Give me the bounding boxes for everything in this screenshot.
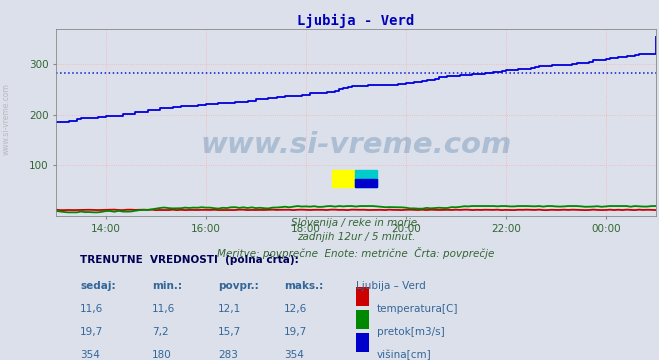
Bar	[356, 287, 369, 306]
Text: 7,2: 7,2	[152, 327, 169, 337]
Bar	[355, 170, 378, 187]
Text: Slovenija / reke in morje.: Slovenija / reke in morje.	[291, 218, 420, 228]
Text: višina[cm]: višina[cm]	[377, 350, 432, 360]
Text: 180: 180	[152, 350, 172, 360]
Text: pretok[m3/s]: pretok[m3/s]	[377, 327, 445, 337]
Bar	[355, 179, 378, 187]
Text: Meritve: povprečne  Enote: metrične  Črta: povprečje: Meritve: povprečne Enote: metrične Črta:…	[217, 247, 494, 259]
Text: 11,6: 11,6	[80, 304, 103, 314]
Text: 15,7: 15,7	[218, 327, 241, 337]
Text: min.:: min.:	[152, 280, 182, 291]
Text: www.si-vreme.com: www.si-vreme.com	[200, 131, 511, 159]
Text: povpr.:: povpr.:	[218, 280, 259, 291]
Text: 283: 283	[218, 350, 238, 360]
Bar	[356, 310, 369, 329]
Text: TRENUTNE  VREDNOSTI  (polna črta):: TRENUTNE VREDNOSTI (polna črta):	[80, 254, 299, 265]
Text: 11,6: 11,6	[152, 304, 175, 314]
Text: 354: 354	[80, 350, 100, 360]
Bar	[356, 333, 369, 352]
Title: Ljubija - Verd: Ljubija - Verd	[297, 13, 415, 28]
Text: 12,6: 12,6	[284, 304, 307, 314]
Text: 19,7: 19,7	[80, 327, 103, 337]
Text: www.si-vreme.com: www.si-vreme.com	[2, 83, 11, 155]
Text: maks.:: maks.:	[284, 280, 323, 291]
Bar	[332, 170, 355, 187]
Text: 19,7: 19,7	[284, 327, 307, 337]
Text: temperatura[C]: temperatura[C]	[377, 304, 459, 314]
Text: 12,1: 12,1	[218, 304, 241, 314]
Text: zadnjih 12ur / 5 minut.: zadnjih 12ur / 5 minut.	[297, 232, 415, 242]
Text: 354: 354	[284, 350, 304, 360]
Text: Ljubija – Verd: Ljubija – Verd	[356, 280, 426, 291]
Text: sedaj:: sedaj:	[80, 280, 115, 291]
